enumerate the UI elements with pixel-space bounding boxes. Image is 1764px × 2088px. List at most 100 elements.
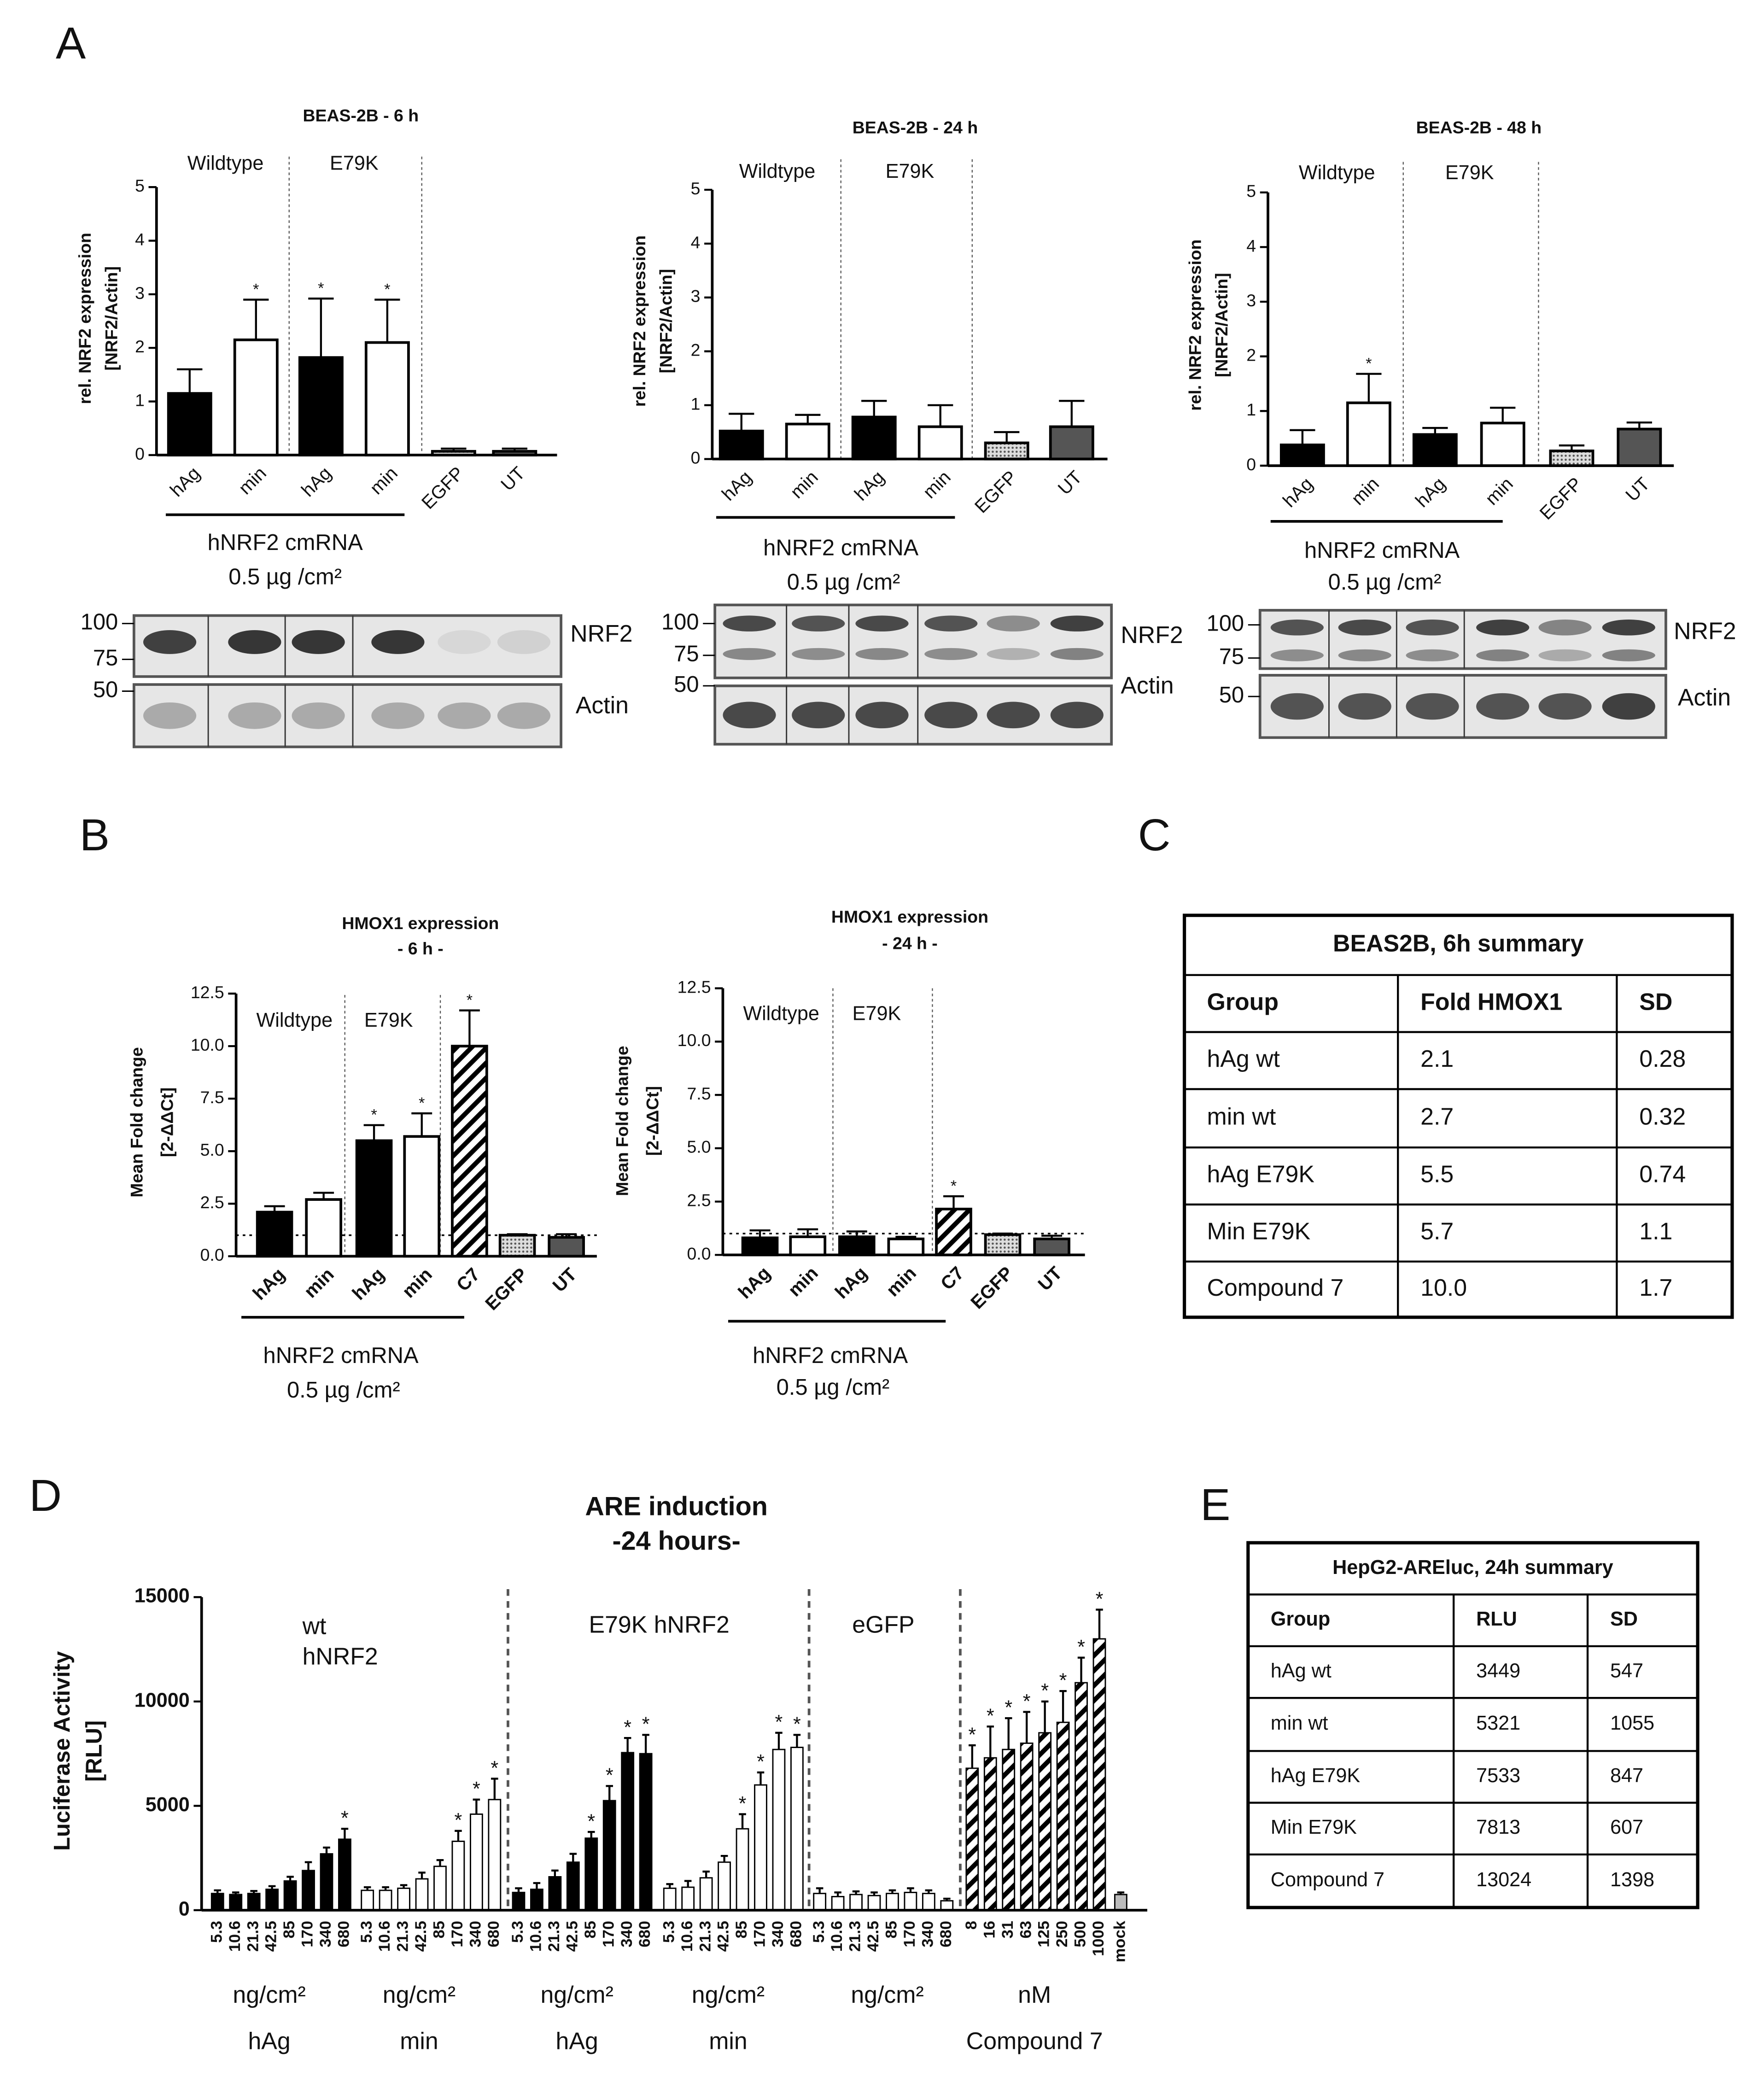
blot-band <box>855 702 909 729</box>
blot-strip <box>713 684 1113 746</box>
blot-band <box>1050 702 1104 729</box>
bar <box>917 425 963 461</box>
table-cell: 5321 <box>1476 1712 1520 1734</box>
table-border <box>1182 913 1734 1319</box>
bracket-label: hNRF2 cmRNA <box>753 1343 908 1368</box>
blot-marker: 50 <box>1219 683 1244 708</box>
bar <box>718 429 764 461</box>
blot-band <box>792 648 845 660</box>
y-tick-label: 3 <box>1246 291 1256 310</box>
bar <box>736 1828 749 1911</box>
x-tick-label: 10.6 <box>828 1921 846 1952</box>
x-tick-label: hAg <box>298 463 336 501</box>
blot-marker: 75 <box>1219 644 1244 669</box>
bar <box>498 1234 536 1258</box>
x-tick-label: C7 <box>452 1264 484 1295</box>
blot-marker: 100 <box>661 610 699 635</box>
bar <box>265 1889 279 1911</box>
bar <box>965 1767 979 1911</box>
significance-star: * <box>775 1711 783 1733</box>
bar <box>754 1784 767 1911</box>
x-tick-label: hAg <box>850 467 888 505</box>
bar <box>813 1893 827 1911</box>
bar <box>741 1236 779 1257</box>
bar <box>886 1893 899 1911</box>
y-axis-label: rel. NRF2 expression <box>630 235 649 407</box>
table-cell: 2.1 <box>1420 1045 1454 1072</box>
x-tick-label: EGFP <box>418 463 468 513</box>
blot-label: NRF2 <box>570 620 632 647</box>
x-tick-label: min <box>366 463 402 499</box>
blot-band <box>143 702 197 729</box>
blot-band <box>497 630 551 654</box>
bar <box>530 1889 543 1911</box>
chart-title: HMOX1 expression <box>831 907 988 926</box>
x-group-unit: nM <box>1018 1981 1051 2008</box>
x-group-name: min <box>400 2028 438 2054</box>
y-tick-label: 3 <box>691 287 701 306</box>
y-tick-label: 0.0 <box>687 1244 711 1263</box>
y-tick-label: 5.0 <box>687 1137 711 1157</box>
significance-star: * <box>384 281 390 298</box>
x-tick-label: UT <box>1054 467 1086 499</box>
chart-title: BEAS-2B - 6 h <box>303 105 419 125</box>
bar <box>1412 433 1458 467</box>
bar <box>256 1211 293 1258</box>
panel-label: B <box>80 809 110 860</box>
bar <box>785 422 830 461</box>
x-group-name: hAg <box>248 2028 290 2054</box>
bar <box>451 1840 465 1911</box>
x-tick-label: UT <box>497 463 529 495</box>
chart-title: - 24 h - <box>882 933 938 953</box>
bracket-label: hNRF2 cmRNA <box>208 530 363 555</box>
panel-label: A <box>56 18 86 68</box>
blot-band <box>1338 649 1391 661</box>
blot-label: NRF2 <box>1674 617 1736 644</box>
y-tick-label: 0 <box>1246 455 1256 474</box>
blot-band <box>1476 649 1530 661</box>
bar <box>1056 1721 1070 1911</box>
x-tick-label: 21.3 <box>696 1921 714 1952</box>
significance-star: * <box>624 1716 631 1738</box>
bar <box>681 1886 695 1911</box>
bar <box>548 1236 585 1258</box>
bar <box>433 1866 447 1911</box>
x-tick-label: 170 <box>600 1921 617 1948</box>
group-label: E79K <box>1445 162 1494 184</box>
y-tick-label: 4 <box>691 233 701 252</box>
group-label: Wildtype <box>739 160 816 182</box>
blot-band <box>438 702 491 729</box>
table-header: SD <box>1610 1608 1638 1630</box>
x-tick-label: 500 <box>1072 1921 1089 1948</box>
significance-star: * <box>455 1809 462 1831</box>
x-tick-label: 5.3 <box>208 1921 225 1943</box>
bar <box>1480 421 1525 467</box>
bar <box>1049 425 1094 461</box>
x-group-unit: ng/cm² <box>851 1981 923 2008</box>
table-cell: 1.1 <box>1639 1218 1672 1245</box>
x-tick-label: 1000 <box>1090 1921 1107 1956</box>
group-label: E79K <box>364 1009 413 1031</box>
blot-marker: 50 <box>674 672 699 697</box>
bar <box>403 1135 441 1258</box>
blot-band <box>987 615 1040 632</box>
table-header: Group <box>1207 988 1279 1015</box>
group-label: E79K hNRF2 <box>589 1611 730 1638</box>
bar <box>851 415 897 461</box>
bar <box>361 1889 374 1911</box>
bar <box>397 1887 410 1911</box>
x-tick-label: 21.3 <box>394 1921 412 1952</box>
y-tick-label: 7.5 <box>687 1084 711 1103</box>
y-tick-label: 2 <box>1246 345 1256 365</box>
table-header: SD <box>1639 988 1672 1015</box>
blot-band <box>1602 649 1655 661</box>
table-cell: 2.7 <box>1420 1103 1454 1129</box>
group-label: E79K <box>886 160 935 182</box>
significance-star: * <box>793 1714 801 1736</box>
bar <box>320 1853 333 1911</box>
table-cell: 7813 <box>1476 1816 1520 1838</box>
x-tick-label: EGFP <box>481 1264 532 1314</box>
x-group-unit: ng/cm² <box>383 1981 456 2008</box>
significance-star: * <box>1366 355 1372 373</box>
group-label: Wildtype <box>1299 162 1375 184</box>
